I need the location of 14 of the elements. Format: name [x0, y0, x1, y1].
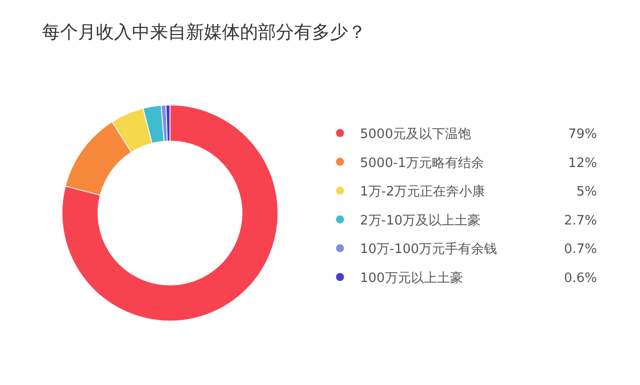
legend-label: 5000元及以下温饱 [360, 127, 472, 142]
data-label: 0.6% [564, 271, 597, 286]
legend-label: 10万-100万元手有余钱 [360, 242, 498, 258]
data-label: 12% [568, 156, 597, 171]
data-label: 2.7% [564, 213, 597, 228]
data-label: 5% [576, 184, 597, 200]
data-label: 79% [568, 127, 597, 142]
donut-slice [62, 104, 278, 322]
legend-label: 2万-10万及以上土豪 [360, 213, 481, 228]
legend-label: 1万-2万元正在奔小康 [360, 184, 486, 200]
data-label: 0.7% [564, 242, 597, 258]
chart-title: 每个月收入中来自新媒体的部分有多少？ [42, 22, 366, 43]
legend-label: 100万元以上土豪 [360, 271, 463, 286]
legend-label: 5000-1万元略有结余 [360, 156, 484, 171]
